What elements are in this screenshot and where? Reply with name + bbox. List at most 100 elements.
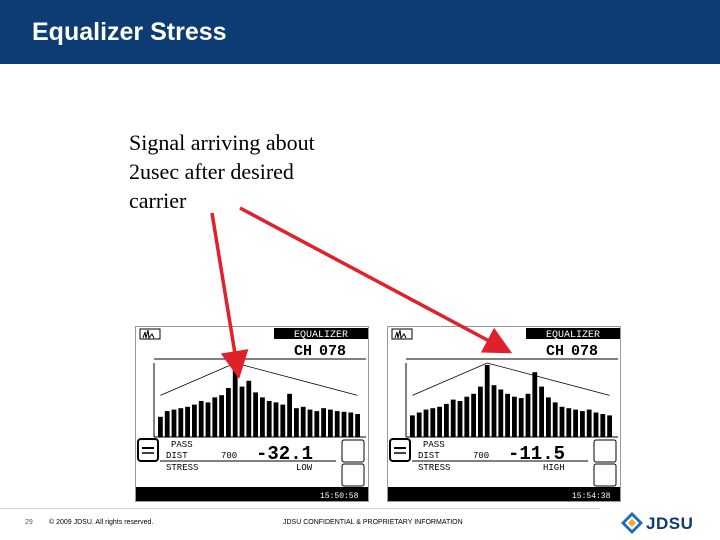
tap-bar [430, 408, 436, 437]
channel-number: 078 [319, 343, 346, 360]
copyright-notice: © 2009 JDSU. All rights reserved. [49, 519, 154, 526]
tap-bar [232, 365, 238, 437]
caption: Signal arriving about 2usec after desire… [129, 128, 379, 215]
tap-chart [405, 362, 618, 438]
tap-bar [328, 409, 333, 437]
tap-bar [600, 414, 606, 437]
tap-bar [253, 392, 258, 437]
tap-bar [457, 401, 463, 437]
readout-panel: PASS DIST 700 -32.1 [137, 438, 365, 465]
tap-bar [491, 385, 497, 437]
tap-bar [348, 412, 354, 437]
tap-bar [355, 414, 360, 437]
tap-bar [410, 415, 415, 437]
tap-bar [192, 404, 197, 437]
channel-label: CH [546, 343, 564, 360]
measurement-value: -32.1 [256, 443, 313, 465]
tap-bar [280, 404, 286, 437]
clock: 15:54:38 [572, 492, 611, 501]
meter-screenshot-low: EQUALIZER CH 078 PASS DIST 700 -32.1 STR… [135, 326, 369, 502]
channel-readout: CH 078 [294, 343, 346, 360]
tap-bar [498, 389, 504, 437]
tap-bar [171, 409, 177, 437]
tap-bar [471, 393, 476, 437]
channel-number: 078 [571, 343, 598, 360]
jdsu-logo-icon [621, 512, 643, 534]
dist-value: 700 [221, 451, 237, 461]
channel-readout: CH 078 [546, 343, 598, 360]
stress-indicator: STRESS LOW [166, 463, 365, 487]
jdsu-logo-text: JDSU [646, 514, 694, 533]
tap-bar [464, 396, 470, 437]
meter-display: EQUALIZER CH 078 PASS DIST 700 -32.1 STR… [136, 327, 368, 501]
tap-bar [260, 397, 265, 437]
tap-bar [164, 411, 170, 437]
tap-bar [532, 372, 538, 437]
tap-bar [205, 402, 211, 437]
tap-bar [314, 411, 320, 437]
stress-label: STRESS [418, 463, 450, 473]
tap-bar [219, 395, 224, 437]
tap-bars [410, 365, 612, 437]
tap-bar [273, 402, 279, 437]
stress-indicator: STRESS HIGH [418, 463, 617, 487]
pass-label: PASS [171, 440, 193, 450]
tap-bar [573, 409, 578, 437]
page-number: 29 [25, 519, 33, 526]
tap-bar [444, 403, 449, 437]
tap-bar [307, 409, 313, 437]
tap-bar [539, 386, 544, 437]
tap-bar [287, 393, 292, 437]
tap-bar [239, 386, 245, 437]
clock: 15:50:58 [320, 492, 359, 501]
readout-panel: PASS DIST 700 -11.5 [389, 438, 617, 465]
slide-title: Equalizer Stress [32, 18, 227, 46]
tap-bar [437, 406, 442, 437]
tap-bar [607, 415, 612, 437]
mode-label: EQUALIZER [294, 330, 348, 341]
tap-bar [505, 393, 510, 437]
arrow-to-high-screen [239, 206, 513, 354]
meter-display: EQUALIZER CH 078 PASS DIST 700 -11.5 STR… [388, 327, 620, 501]
tap-bar [178, 408, 184, 437]
tap-envelope [412, 362, 610, 396]
tap-bar [546, 397, 551, 437]
tap-bar [586, 409, 592, 437]
dist-label: DIST [418, 451, 440, 461]
tap-bar [566, 408, 572, 437]
tap-bar [580, 411, 585, 437]
mode-label: EQUALIZER [546, 330, 600, 341]
tap-bar [321, 408, 326, 437]
tap-bar [226, 388, 231, 437]
tap-bar [158, 416, 163, 437]
dist-value: 700 [473, 451, 489, 461]
tap-bar [518, 398, 524, 437]
confidentiality-notice: JDSU CONFIDENTIAL & PROPRIETARY INFORMAT… [283, 519, 463, 526]
tap-bar [341, 411, 347, 437]
tap-bar [266, 401, 272, 437]
stress-value: HIGH [543, 463, 565, 473]
tap-bar [552, 402, 558, 437]
spectrum-icon [391, 328, 413, 340]
caption-line: 2usec after desired [129, 159, 294, 184]
tap-bar [423, 409, 429, 437]
channel-label: CH [294, 343, 312, 360]
title-bar: Equalizer Stress [0, 0, 720, 64]
tap-bar [334, 411, 340, 437]
stress-label: STRESS [166, 463, 198, 473]
stress-value: LOW [296, 463, 313, 473]
tap-bar [416, 412, 422, 437]
arrow-to-low-screen [210, 212, 249, 379]
tap-bar [212, 397, 218, 437]
tap-bar [559, 406, 565, 437]
tap-bar [300, 406, 306, 437]
caption-line: Signal arriving about [129, 130, 315, 155]
tap-bar [294, 408, 299, 437]
dist-label: DIST [166, 451, 188, 461]
tap-bar [185, 406, 190, 437]
jdsu-logo: JDSU [620, 511, 712, 535]
caption-line: carrier [129, 188, 187, 213]
meter-screenshot-high: EQUALIZER CH 078 PASS DIST 700 -11.5 STR… [387, 326, 621, 502]
footer-divider [0, 508, 600, 509]
